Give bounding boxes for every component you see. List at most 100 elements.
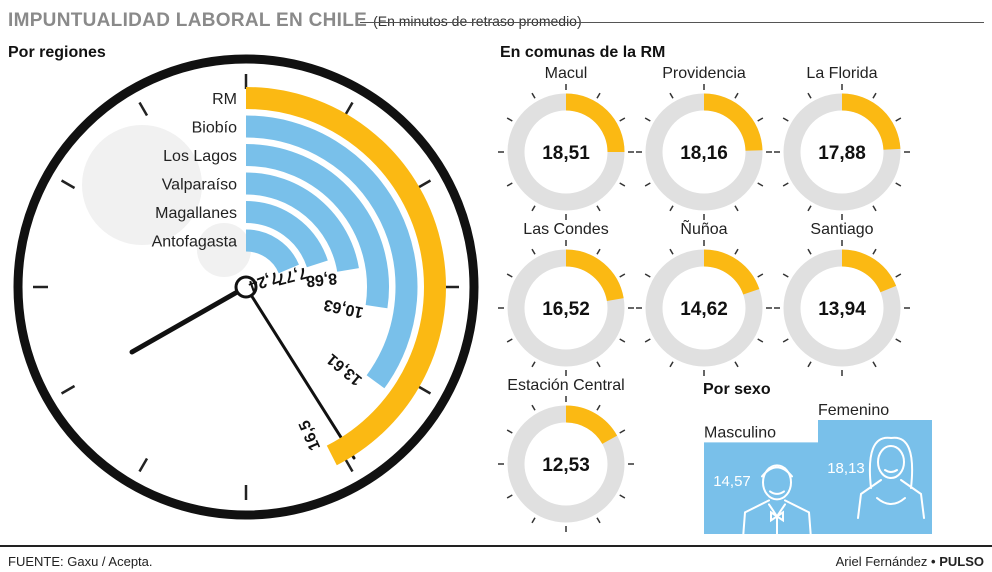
mouth-outline	[769, 490, 785, 495]
dial-tick	[619, 117, 626, 122]
hair-outline	[761, 466, 793, 478]
dial-tick	[531, 404, 536, 411]
dial-tick	[734, 92, 739, 99]
source-note: FUENTE: Gaxu / Acepta.	[8, 554, 153, 569]
dial-tick	[506, 273, 513, 278]
dial-tick	[669, 92, 674, 99]
page-subtitle: (En minutos de retraso promedio)	[373, 13, 582, 29]
dial-label-las-condes: Las Condes	[523, 221, 608, 238]
dial-label-providencia: Providencia	[662, 65, 746, 82]
header: IMPUNTUALIDAD LABORAL EN CHILE (En minuto…	[8, 10, 582, 32]
neckline-outline	[876, 497, 906, 505]
dial-tick	[531, 361, 536, 368]
bar-antofagasta	[245, 229, 299, 274]
dial-tick	[872, 92, 877, 99]
dial-value-la-florida: 17,88	[818, 143, 866, 164]
dial-tick	[596, 92, 601, 99]
clock-tick	[343, 101, 354, 117]
dial-tick	[807, 248, 812, 255]
sex-heading: Por sexo	[703, 381, 771, 398]
dial-tick	[596, 404, 601, 411]
dial-nunoa: 14,62 Ñuñoa	[636, 218, 772, 376]
dial-estacion-central: 12,53 Estación Central	[498, 377, 634, 532]
dial-value-nunoa: 14,62	[680, 299, 728, 320]
title-rule	[360, 22, 984, 23]
page-title: IMPUNTUALIDAD LABORAL EN CHILE	[8, 10, 368, 31]
sex-label-masculino: Masculino	[704, 424, 776, 441]
dial-slice-nunoa	[703, 249, 760, 295]
dial-tick	[782, 338, 789, 343]
label-antofagasta: Antofagasta	[152, 234, 238, 251]
dial-tick	[619, 494, 626, 499]
dial-tick	[619, 338, 626, 343]
dial-slice-providencia	[703, 93, 763, 152]
man-icon	[742, 464, 812, 540]
clock-pin	[234, 275, 258, 299]
dial-tick	[596, 361, 601, 368]
label-los-lagos: Los Lagos	[163, 148, 237, 165]
sex-value-masculino: 14,57	[713, 473, 751, 490]
dial-slice-estacion-central	[565, 405, 618, 445]
dial-tick	[506, 429, 513, 434]
label-magallanes: Magallanes	[155, 205, 237, 222]
dial-label-la-florida: La Florida	[806, 65, 877, 82]
dial-la-florida: 17,88 La Florida	[774, 65, 910, 220]
clock-tick	[138, 457, 149, 473]
dial-tick	[895, 117, 902, 122]
dial-tick	[872, 361, 877, 368]
clock-reflection	[82, 125, 202, 245]
dial-tick	[644, 273, 651, 278]
dial-slice-la-florida	[841, 93, 901, 151]
dial-value-providencia: 18,16	[680, 143, 728, 164]
dial-tick	[596, 517, 601, 524]
clock-tick	[416, 384, 432, 395]
dial-tick	[734, 205, 739, 212]
dial-label-estacion-central: Estación Central	[507, 377, 624, 394]
sex-label-femenino: Femenino	[818, 402, 889, 419]
bowtie-outline	[770, 510, 784, 523]
hair-outline	[868, 436, 914, 489]
dial-value-macul: 18,51	[542, 143, 590, 164]
bar-magallanes	[245, 201, 328, 268]
dial-tick	[619, 182, 626, 187]
dial-tick	[596, 205, 601, 212]
dial-value-santiago: 13,94	[818, 299, 866, 320]
dial-value-estacion-central: 12,53	[542, 455, 590, 476]
dial-tick	[895, 338, 902, 343]
dial-tick	[734, 361, 739, 368]
dial-tick	[531, 517, 536, 524]
dial-tick	[807, 205, 812, 212]
commune-dials: 18,51 Macul 18,16 Providencia 17,88 La Florid…	[498, 65, 910, 532]
dial-tick	[644, 338, 651, 343]
clock-tick	[343, 457, 354, 473]
dial-tick	[506, 117, 513, 122]
dial-tick	[531, 92, 536, 99]
clock-tick	[60, 384, 76, 395]
bar-rm	[245, 87, 446, 466]
credit-separator: •	[931, 554, 936, 569]
regions-heading: Por regiones	[8, 44, 106, 61]
clock-tick	[138, 101, 149, 117]
dial-label-nunoa: Ñuñoa	[680, 218, 727, 238]
dial-tick	[757, 117, 764, 122]
dial-tick	[757, 338, 764, 343]
dial-tick	[669, 361, 674, 368]
bar-valparaiso	[245, 172, 359, 272]
dial-tick	[531, 205, 536, 212]
dial-tick	[669, 248, 674, 255]
face-outline	[877, 445, 905, 479]
dial-tick	[895, 273, 902, 278]
bar-biobio	[245, 115, 418, 389]
label-valparaiso: Valparaíso	[162, 177, 237, 194]
credit-brand: PULSO	[939, 554, 984, 569]
shoulders-outline	[742, 499, 812, 540]
dial-tick	[895, 182, 902, 187]
sex-bars: Masculino 14,57 Femenino 18,13	[704, 402, 932, 540]
communes-heading: En comunas de la RM	[500, 44, 666, 61]
woman-icon	[857, 436, 925, 519]
dial-tick	[596, 248, 601, 255]
label-rm: RM	[212, 91, 237, 108]
minute-hand	[244, 285, 356, 460]
